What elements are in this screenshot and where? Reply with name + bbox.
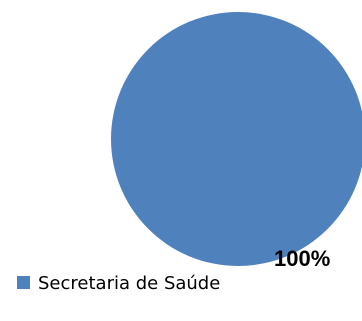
slice-data-label: 100% <box>274 246 330 271</box>
legend-swatch <box>17 276 30 289</box>
legend-label: Secretaria de Saúde <box>38 273 220 294</box>
pie-slice <box>111 12 362 266</box>
pie-slices <box>111 12 362 266</box>
pie-data-labels: 100% <box>274 246 330 271</box>
legend: Secretaria de Saúde <box>17 273 220 294</box>
